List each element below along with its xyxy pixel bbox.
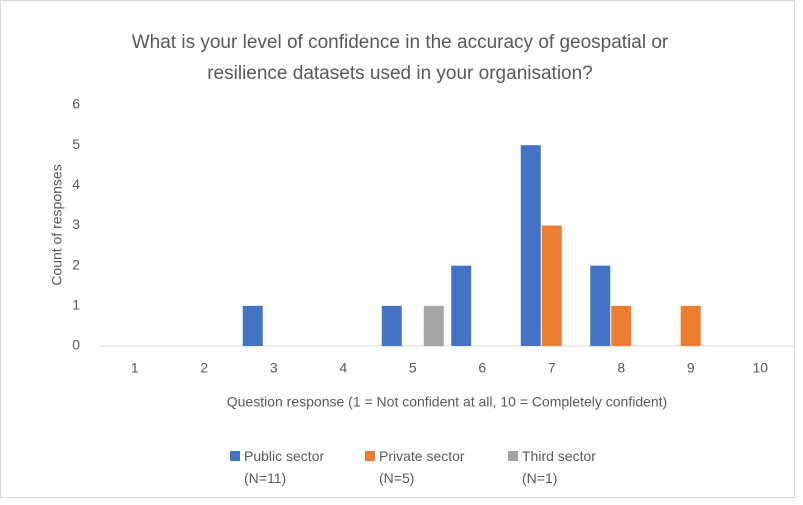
- legend-swatch: [230, 451, 240, 461]
- legend-label: Private sector (N=5): [379, 448, 465, 486]
- legend-item: Public sector (N=11): [230, 445, 344, 489]
- y-tick-label: 2: [72, 256, 80, 272]
- legend-swatch: [365, 451, 375, 461]
- x-tick-label: 8: [617, 360, 625, 376]
- x-tick-label: 2: [200, 360, 208, 376]
- x-tick-label: 7: [548, 360, 556, 376]
- y-axis-label: Count of responses: [49, 164, 65, 285]
- x-axis-label: Question response (1 = Not confident at …: [227, 394, 667, 410]
- chart-frame: [0, 0, 795, 498]
- legend-item: Third sector (N=1): [508, 445, 622, 489]
- bar: [611, 305, 632, 346]
- bar: [451, 265, 472, 346]
- x-tick-label: 9: [687, 360, 695, 376]
- y-tick-label: 3: [72, 216, 80, 232]
- y-tick-label: 5: [72, 136, 80, 152]
- legend-label: Third sector (N=1): [522, 448, 596, 486]
- bar: [423, 305, 444, 346]
- x-tick-label: 5: [409, 360, 417, 376]
- x-tick-label: 1: [131, 360, 139, 376]
- bar: [541, 225, 562, 346]
- y-tick-label: 0: [72, 337, 80, 353]
- legend-swatch: [508, 451, 518, 461]
- x-tick-label: 6: [478, 360, 486, 376]
- bar: [242, 305, 263, 346]
- y-tick-label: 6: [72, 96, 80, 112]
- y-tick-label: 4: [72, 176, 80, 192]
- x-tick-label: 4: [339, 360, 347, 376]
- bar: [680, 305, 701, 346]
- bar: [520, 145, 541, 346]
- x-tick-label: 10: [752, 360, 768, 376]
- legend-item: Private sector (N=5): [365, 445, 479, 489]
- chart-title: What is your level of confidence in the …: [131, 32, 669, 84]
- x-tick-label: 3: [270, 360, 278, 376]
- legend-label: Public sector (N=11): [244, 448, 325, 486]
- y-tick-label: 1: [72, 297, 80, 313]
- bar: [381, 305, 402, 346]
- bar: [590, 265, 611, 346]
